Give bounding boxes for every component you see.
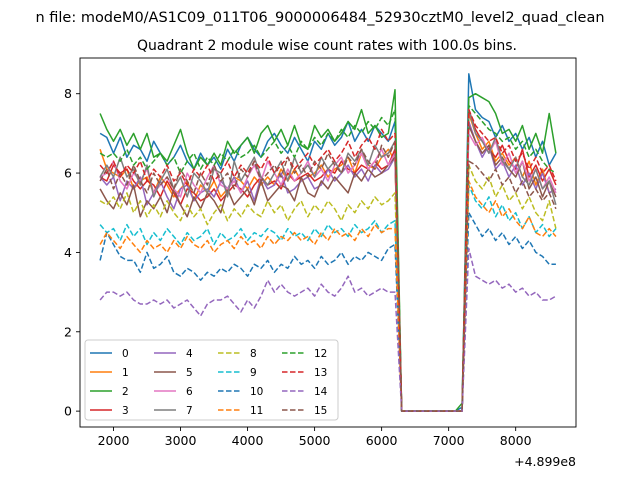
series-line-10 [99, 211, 556, 412]
x-tick-label: 5000 [299, 433, 331, 448]
y-tick-label: 4 [64, 245, 72, 260]
legend-label-0: 0 [122, 348, 129, 360]
y-tick-label: 0 [64, 404, 72, 419]
x-tick-label: 7000 [433, 433, 465, 448]
x-offset-label: +4.899e8 [514, 454, 576, 469]
legend-label-6: 6 [186, 386, 193, 398]
axes-frame [79, 57, 577, 428]
series-line-12 [99, 104, 557, 412]
series-line-5 [99, 124, 557, 412]
y-tick-label: 6 [64, 166, 72, 181]
legend-label-11: 11 [250, 405, 263, 417]
legend-box [84, 339, 339, 421]
series-line-7 [99, 108, 557, 412]
legend-label-1: 1 [122, 367, 129, 379]
legend-label-2: 2 [122, 386, 129, 398]
series-line-13 [99, 108, 557, 412]
x-tick-label: 4000 [232, 433, 264, 448]
series-line-11 [99, 180, 557, 412]
legend-label-8: 8 [250, 348, 257, 360]
legend-label-13: 13 [314, 367, 327, 379]
legend-label-5: 5 [186, 367, 193, 379]
legend-label-15: 15 [314, 405, 327, 417]
y-tick-label: 2 [64, 324, 72, 339]
plot-area [99, 73, 557, 412]
legend-label-12: 12 [314, 348, 327, 360]
x-tick-label: 6000 [366, 433, 398, 448]
series-line-9 [99, 184, 557, 412]
y-tick-label: 8 [64, 86, 72, 101]
x-tick-label: 8000 [500, 433, 532, 448]
legend-label-14: 14 [314, 386, 328, 398]
x-tick-label: 3000 [165, 433, 197, 448]
series-line-2 [99, 88, 557, 412]
chart-title: Quadrant 2 module wise count rates with … [137, 38, 517, 54]
legend-label-7: 7 [186, 405, 193, 417]
series-line-6 [99, 132, 557, 412]
series-line-8 [99, 164, 557, 412]
series-line-14 [99, 247, 557, 412]
chart-suptitle: n file: modeM0/AS1C09_011T06_9000006484_… [35, 10, 604, 26]
legend-label-4: 4 [186, 348, 193, 360]
axis-ticks: 2000 3000 4000 5000 6000 7000 8000 0 2 4 6 8 [64, 86, 532, 448]
legend-label-3: 3 [122, 405, 129, 417]
legend-label-9: 9 [250, 367, 257, 379]
x-tick-label: 2000 [98, 433, 130, 448]
legend-label-10: 10 [250, 386, 263, 398]
